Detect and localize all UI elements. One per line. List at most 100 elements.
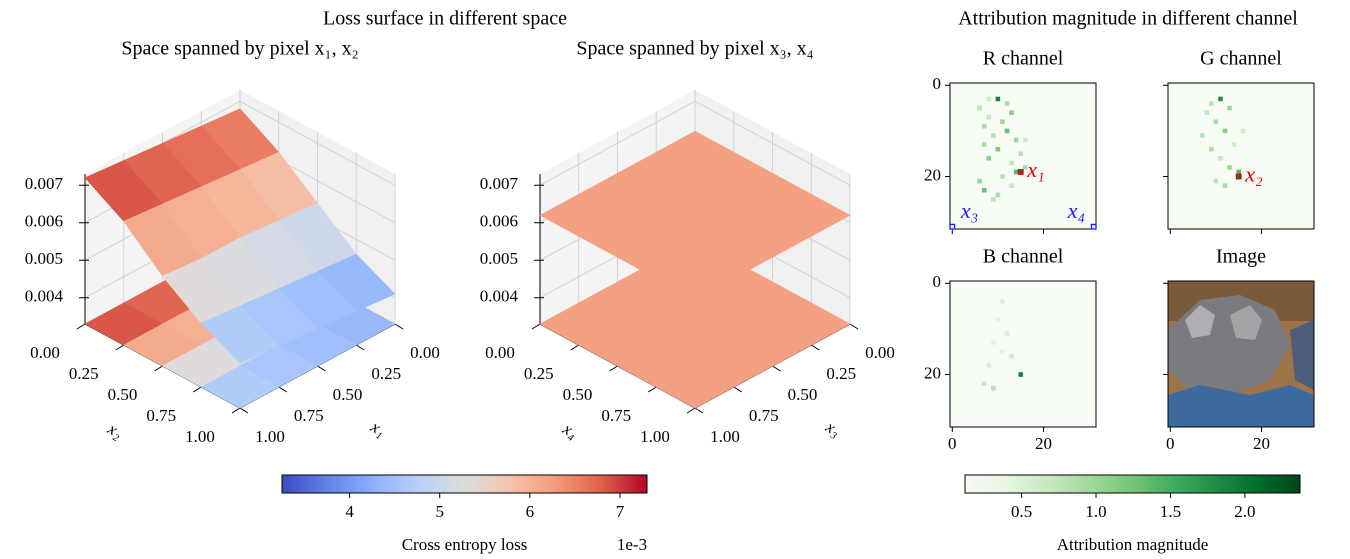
heatmap-cell xyxy=(1023,165,1028,170)
y-tick-label: 0.25 xyxy=(524,364,554,383)
heatmap-cell xyxy=(995,146,1001,152)
y-tick-label: 1.00 xyxy=(185,427,215,446)
heatmap-cell xyxy=(1218,96,1223,102)
heatmap-cell xyxy=(1023,137,1028,143)
surface-cell xyxy=(200,305,280,364)
heatmap-cell xyxy=(986,363,992,368)
heatmap-cell xyxy=(1213,178,1219,184)
colorbar-tick-label: 1.0 xyxy=(1085,502,1106,521)
x-tick-label: 0.50 xyxy=(788,385,818,404)
y-tick xyxy=(154,365,163,372)
x-tick xyxy=(772,365,781,372)
y-tick xyxy=(115,344,125,351)
surface-plot: Space spanned by pixel x₁, x₂ 0.00 0.25 0.5… xyxy=(25,38,440,446)
z-tick-label: 0.007 xyxy=(25,174,64,193)
heatmap-cell xyxy=(995,96,1001,102)
x-tick xyxy=(849,323,859,330)
y-tick-label: 20 xyxy=(924,363,941,382)
x-tick-label: 1.00 xyxy=(710,427,740,446)
y-tick-label: 20 xyxy=(924,165,941,184)
x-tick-label: 0 xyxy=(1166,434,1175,453)
heatmap-cell xyxy=(991,340,996,345)
heatmap-cell xyxy=(1004,101,1010,106)
colorbar-tick-label: 4 xyxy=(345,502,354,521)
y-tick xyxy=(647,386,657,393)
z-tick-label: 0.004 xyxy=(25,287,64,306)
heatmap-cell xyxy=(1236,169,1241,175)
y-tick-label: 0.50 xyxy=(563,385,593,404)
heatmap-cell xyxy=(1231,142,1237,147)
panel-frame xyxy=(949,280,1097,428)
heatmap-cell xyxy=(1000,349,1005,354)
x-tick xyxy=(239,407,249,414)
heatmap-cell xyxy=(1213,119,1219,125)
heatmap-cell xyxy=(977,178,982,184)
x-tick xyxy=(810,344,820,351)
heatmap-cell xyxy=(1013,137,1019,143)
colorbar-fill xyxy=(964,474,1301,494)
z-tick-label: 0.006 xyxy=(480,212,518,231)
colorbar: 4 5 6 7 Cross entropy loss 1e-3 xyxy=(281,474,648,554)
heatmap-cell xyxy=(986,114,992,120)
colorbar-tick-label: 7 xyxy=(616,502,625,521)
colorbar-fill xyxy=(281,474,648,494)
z-tick-label: 0.005 xyxy=(25,249,63,268)
image-panel: Image 0 20 xyxy=(1163,246,1315,453)
x-tick-label: 0.50 xyxy=(333,385,363,404)
heatmap-cell xyxy=(981,124,987,129)
heatmap-cell xyxy=(991,197,996,202)
y-tick xyxy=(609,365,618,372)
panel-title: Image xyxy=(1216,246,1266,268)
panel-frame xyxy=(1167,280,1315,428)
colorbar-tick-label: 5 xyxy=(435,502,444,521)
x-tick-label: 20 xyxy=(1253,434,1270,453)
heatmap-background xyxy=(950,281,1096,427)
panel-title: R channel xyxy=(983,48,1064,70)
x-tick xyxy=(733,386,743,393)
y-tick-label: 0.00 xyxy=(485,343,515,362)
y-tick xyxy=(570,344,580,351)
x-tick-label: 0 xyxy=(948,434,957,453)
heatmap: G channel x₂ xyxy=(1163,48,1315,234)
x-tick-label: 0.00 xyxy=(865,343,895,362)
heatmap-cell xyxy=(1018,372,1023,377)
x-tick-label: 0.75 xyxy=(749,406,779,425)
heatmap-cell xyxy=(1009,183,1014,188)
annotation-marker xyxy=(949,223,956,230)
z-tick-label: 0.004 xyxy=(480,287,519,306)
subplot-title: Space spanned by pixel x₃, x₄ xyxy=(576,38,813,60)
heatmap-cell xyxy=(1222,183,1228,188)
heatmap: R channel 0 20 x₁ x₃ x₄ xyxy=(924,48,1097,234)
panel-frame xyxy=(949,82,1097,230)
heatmap-cell xyxy=(1209,146,1214,152)
y-tick xyxy=(231,407,241,414)
colorbar-offset: 1e-3 xyxy=(617,535,647,554)
heatmap-cell xyxy=(1227,165,1232,170)
x-axis-label: x₁ xyxy=(367,417,389,441)
grid-line xyxy=(694,100,851,186)
z-tick-label: 0.006 xyxy=(25,212,63,231)
annotation-label: x₂ xyxy=(1244,162,1263,187)
heatmap-cell xyxy=(1009,354,1014,359)
heatmap: B channel 0 20 0 20 xyxy=(924,246,1097,453)
x-tick-label: 0.75 xyxy=(294,406,324,425)
z-tick-label: 0.007 xyxy=(480,174,519,193)
heatmap-cell xyxy=(981,381,987,386)
y-tick xyxy=(531,323,541,330)
panel-title: B channel xyxy=(983,246,1064,268)
x-tick-label: 1.00 xyxy=(255,427,285,446)
z-tick-label: 0.005 xyxy=(480,249,518,268)
y-axis-label: x₄ xyxy=(559,419,581,443)
y-tick-label: 0 xyxy=(933,74,942,93)
grid-line xyxy=(239,100,396,186)
heatmap-cell xyxy=(1004,128,1010,134)
heatmap-cell xyxy=(1004,331,1010,336)
heatmap-cell xyxy=(1218,156,1223,161)
x-tick-label: 0.25 xyxy=(371,364,401,383)
y-tick-label: 0.25 xyxy=(69,364,99,383)
y-tick xyxy=(192,386,202,393)
y-tick xyxy=(76,323,86,330)
annotation-marker xyxy=(1090,223,1097,230)
floor-contour xyxy=(655,365,735,409)
heatmap-cell xyxy=(1209,101,1214,106)
